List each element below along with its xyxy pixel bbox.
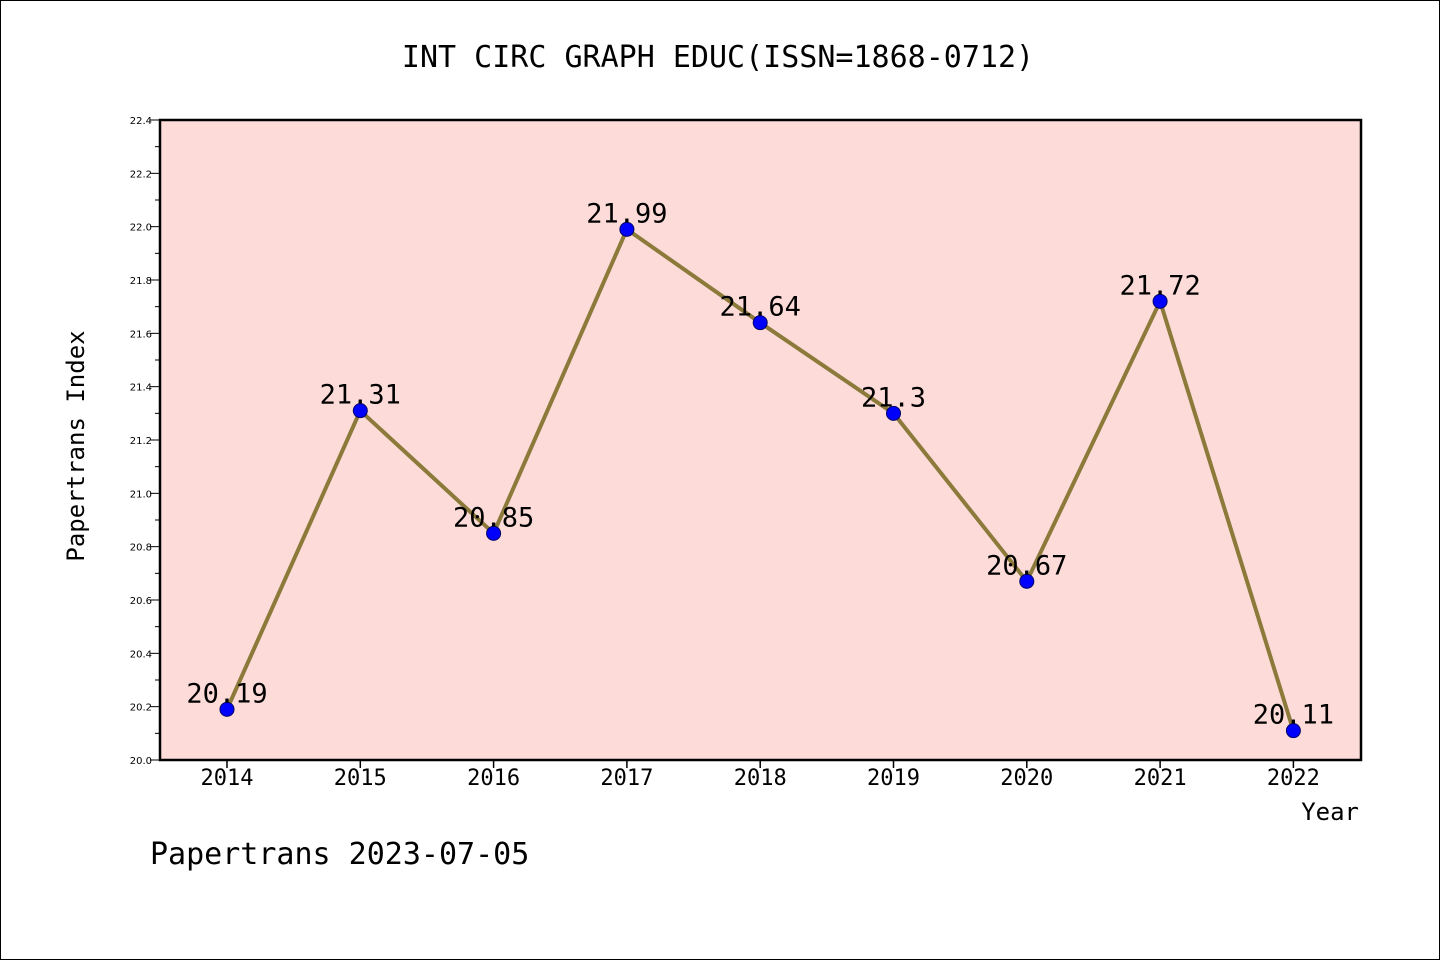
y-tick-label: 22.2 (130, 169, 152, 180)
chart-title: INT CIRC GRAPH EDUC(ISSN=1868-0712) (402, 40, 1034, 75)
data-label-2014: 20.19 (186, 678, 267, 709)
x-axis-label: Year (1301, 798, 1359, 826)
y-tick-label: 22.0 (130, 223, 152, 234)
y-tick-label: 21.0 (130, 489, 152, 500)
data-point-2017 (619, 221, 635, 237)
x-tick-label: 2020 (1000, 766, 1053, 791)
y-tick-label: 20.6 (130, 596, 152, 607)
data-label-2015: 21.31 (320, 380, 401, 411)
y-axis-label: Papertrans Index (62, 330, 90, 561)
x-tick-label: 2019 (867, 766, 920, 791)
x-tick-label: 2018 (734, 766, 787, 791)
series-papertrans-index (219, 221, 1301, 739)
data-label-2020: 20.67 (986, 550, 1067, 581)
data-label-2021: 21.72 (1119, 270, 1200, 301)
data-label-2018: 21.64 (720, 292, 801, 323)
x-tick-label: 2014 (201, 766, 254, 791)
data-point-2020 (1019, 573, 1035, 589)
y-tick-label: 20.8 (130, 543, 152, 554)
data-point-2014 (219, 701, 235, 717)
data-label-2022: 20.11 (1253, 700, 1334, 731)
data-label-2016: 20.85 (453, 502, 534, 533)
data-point-2015 (352, 403, 368, 419)
data-point-2018 (752, 315, 768, 331)
data-labels: 20.19 21.31 20.85 21.99 21.64 21.3 20.67 21.72 2… (186, 198, 1334, 730)
y-tick-label: 21.2 (130, 436, 152, 447)
y-tick-label: 21.8 (130, 276, 152, 287)
data-point-2021 (1152, 293, 1168, 309)
x-axis: 2014 2015 2016 2017 2018 2019 2020 2021 2022 (201, 760, 1320, 791)
y-tick-label: 21.6 (130, 329, 152, 340)
data-label-2019: 21.3 (861, 382, 926, 413)
y-axis: 20.0 20.2 20.4 20.6 20.8 21.0 21.2 21.4 21.6 21.8… (130, 116, 160, 767)
x-tick-label: 2016 (467, 766, 520, 791)
y-tick-label: 20.2 (130, 703, 152, 714)
x-tick-label: 2017 (600, 766, 653, 791)
x-tick-label: 2021 (1134, 766, 1187, 791)
data-point-2022 (1285, 723, 1301, 739)
y-tick-label: 22.4 (130, 116, 152, 127)
footer-text: Papertrans 2023-07-05 (150, 837, 529, 872)
x-tick-label: 2015 (334, 766, 387, 791)
plot-area (158, 118, 1363, 762)
y-tick-label: 20.0 (130, 756, 152, 767)
data-label-2017: 21.99 (586, 198, 667, 229)
data-point-2019 (886, 405, 901, 421)
data-point-2016 (486, 525, 502, 541)
y-tick-label: 21.4 (130, 383, 152, 394)
y-tick-label: 20.4 (130, 649, 152, 660)
x-tick-label: 2022 (1267, 766, 1320, 791)
